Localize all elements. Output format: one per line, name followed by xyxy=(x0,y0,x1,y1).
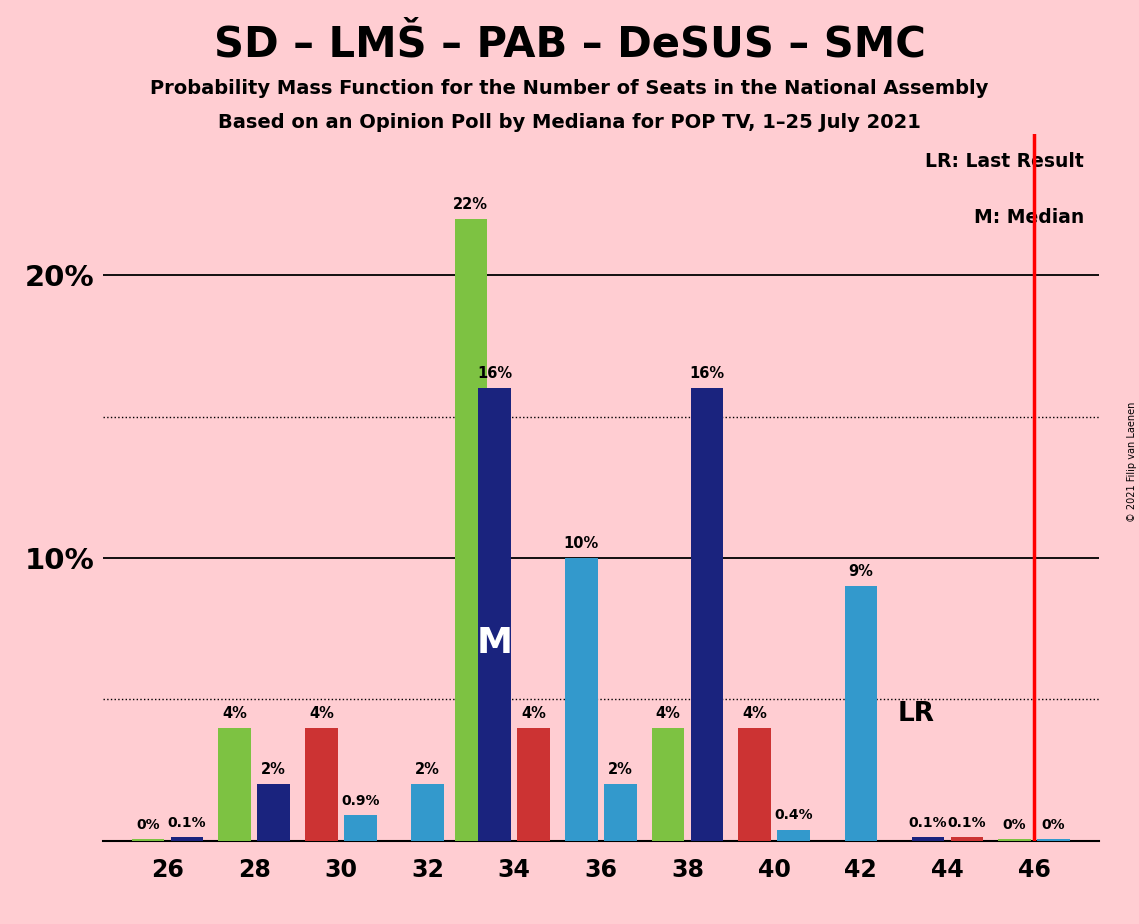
Text: 0.1%: 0.1% xyxy=(909,816,948,830)
Bar xyxy=(132,839,164,841)
Bar xyxy=(344,815,377,841)
Bar xyxy=(565,558,598,841)
Bar xyxy=(478,388,511,841)
Bar xyxy=(257,784,290,841)
Text: M: Median: M: Median xyxy=(974,208,1084,227)
Bar xyxy=(690,388,723,841)
Text: 0.1%: 0.1% xyxy=(167,816,206,830)
Bar xyxy=(1038,839,1070,841)
Text: 10%: 10% xyxy=(564,536,599,551)
Bar xyxy=(305,728,337,841)
Text: 16%: 16% xyxy=(689,367,724,382)
Bar xyxy=(778,830,810,841)
Text: 2%: 2% xyxy=(261,762,286,777)
Text: © 2021 Filip van Laenen: © 2021 Filip van Laenen xyxy=(1126,402,1137,522)
Text: 0%: 0% xyxy=(1042,819,1065,833)
Bar xyxy=(738,728,771,841)
Text: 22%: 22% xyxy=(453,197,489,212)
Bar xyxy=(411,784,444,841)
Bar xyxy=(604,784,637,841)
Bar xyxy=(844,587,877,841)
Text: 4%: 4% xyxy=(656,706,680,721)
Text: SD – LMŠ – PAB – DeSUS – SMC: SD – LMŠ – PAB – DeSUS – SMC xyxy=(214,23,925,65)
Bar xyxy=(652,728,685,841)
Text: 2%: 2% xyxy=(415,762,440,777)
Bar xyxy=(951,836,983,841)
Bar xyxy=(454,219,487,841)
Text: 9%: 9% xyxy=(849,565,874,579)
Text: LR: LR xyxy=(898,700,935,726)
Text: LR: Last Result: LR: Last Result xyxy=(925,152,1084,171)
Text: 0.4%: 0.4% xyxy=(775,808,813,822)
Text: 2%: 2% xyxy=(608,762,633,777)
Text: 4%: 4% xyxy=(309,706,334,721)
Bar xyxy=(171,836,203,841)
Text: 4%: 4% xyxy=(743,706,767,721)
Text: 0%: 0% xyxy=(1002,819,1026,833)
Text: 0.9%: 0.9% xyxy=(341,795,379,808)
Bar xyxy=(517,728,550,841)
Text: Probability Mass Function for the Number of Seats in the National Assembly: Probability Mass Function for the Number… xyxy=(150,79,989,98)
Text: 0%: 0% xyxy=(137,819,159,833)
Text: M: M xyxy=(476,626,513,660)
Text: 16%: 16% xyxy=(477,367,513,382)
Bar xyxy=(219,728,251,841)
Text: 0.1%: 0.1% xyxy=(948,816,986,830)
Bar xyxy=(911,836,944,841)
Bar xyxy=(999,839,1031,841)
Text: 4%: 4% xyxy=(522,706,546,721)
Text: Based on an Opinion Poll by Mediana for POP TV, 1–25 July 2021: Based on an Opinion Poll by Mediana for … xyxy=(218,113,921,132)
Text: 4%: 4% xyxy=(222,706,247,721)
